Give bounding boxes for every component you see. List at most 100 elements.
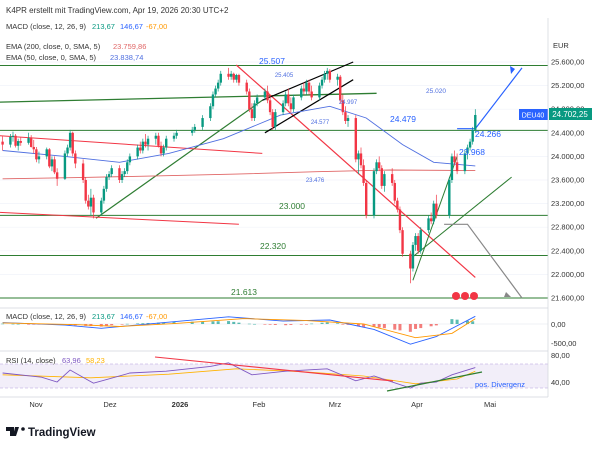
- event-icon-3[interactable]: [470, 292, 478, 300]
- macd-axis-minus500: -500,00: [551, 339, 576, 348]
- macd-histogram-bar: [190, 321, 194, 324]
- ema200-legend-value: 23.759,86: [113, 42, 146, 51]
- candle-body: [159, 145, 163, 154]
- tradingview-logo-text: TradingView: [28, 427, 96, 439]
- small-label-23476: 23.476: [306, 178, 325, 184]
- small-label-24577: 24.577: [311, 120, 330, 126]
- ema50-line: [2, 105, 476, 167]
- candle-body: [268, 100, 272, 113]
- macd-histogram-bar: [268, 324, 272, 325]
- candle-body: [128, 156, 132, 163]
- candle-body: [307, 82, 311, 92]
- macd-histogram-bar: [393, 324, 397, 330]
- candle-body: [320, 79, 324, 86]
- candle-body: [219, 73, 222, 83]
- event-icon-2[interactable]: [461, 292, 469, 300]
- candle-body: [126, 162, 129, 172]
- candle-body: [339, 76, 342, 101]
- candle-body: [50, 159, 54, 167]
- candle-body: [354, 118, 358, 160]
- candle-body: [154, 135, 158, 139]
- candle-body: [71, 132, 74, 154]
- candle-body: [341, 100, 345, 113]
- x-tick-mrz: Mrz: [329, 400, 342, 409]
- candle-body: [359, 153, 363, 166]
- macd-histogram-bar: [419, 324, 423, 329]
- level-label-22320: 22.320: [260, 241, 286, 251]
- candle-body: [471, 129, 474, 142]
- macd-legend-top: MACD (close, 12, 26, 9) 213,67 146,67 -6…: [6, 22, 167, 31]
- candle-body: [120, 174, 124, 180]
- macd-histogram-bar: [455, 319, 459, 324]
- candle-body: [81, 163, 85, 180]
- candle-body: [14, 135, 17, 146]
- y-tick-label: 25.200,00: [551, 81, 584, 90]
- macd-histogram-bar: [216, 321, 220, 324]
- macd-histogram-bar: [201, 321, 205, 324]
- candle-body: [68, 132, 72, 148]
- candle-body: [139, 147, 142, 151]
- level-label-24266: 24.266: [475, 129, 501, 139]
- macd-histogram-bar: [120, 324, 124, 325]
- macd-histogram-bar: [310, 323, 314, 325]
- candle-body: [362, 165, 365, 183]
- candle-body: [468, 141, 472, 148]
- drawn-line: [0, 92, 377, 103]
- candle-body: [474, 114, 477, 130]
- candle-body: [165, 138, 168, 148]
- macd-histogram-bar: [237, 322, 241, 324]
- candle-body: [211, 94, 215, 107]
- macd-histogram-bar: [110, 324, 114, 326]
- candle-body: [326, 70, 329, 74]
- candle-body: [396, 200, 399, 210]
- candle-body: [253, 103, 256, 119]
- projection-arrow-down-icon: [504, 292, 511, 297]
- macd-histogram-bar: [11, 323, 15, 325]
- candle-body: [172, 135, 176, 139]
- candle-body: [245, 82, 248, 92]
- macd-pane[interactable]: [0, 315, 548, 345]
- candle-body: [336, 76, 339, 80]
- candle-body: [398, 209, 402, 231]
- macd-legend-label: MACD (close, 12, 26, 9): [6, 22, 87, 31]
- macd-histogram-bar: [162, 322, 166, 324]
- ema200-line: [2, 169, 476, 180]
- candle-body: [193, 126, 196, 130]
- time-axis[interactable]: Nov Dez 2026 Feb Mrz Apr Mai: [29, 400, 496, 409]
- symbol-tag-box: [519, 109, 548, 120]
- macd-histogram-bar: [341, 324, 345, 325]
- macd-histogram-bar: [304, 324, 308, 325]
- macd-histogram-bar: [377, 324, 381, 328]
- rsi-axis-80: 80,00: [551, 351, 570, 360]
- macd-histogram-bar: [346, 324, 350, 325]
- small-label-24997: 24.997: [339, 100, 358, 106]
- candle-body: [141, 141, 145, 151]
- candle-body: [209, 106, 212, 119]
- projection-arrow-up-icon: [510, 66, 515, 74]
- candle-body: [45, 149, 48, 157]
- macd-histogram-bar: [382, 324, 386, 329]
- symbol-tag: DEU40: [522, 113, 545, 120]
- event-icon-1[interactable]: [452, 292, 460, 300]
- y-tick-label: 24.400,00: [551, 128, 584, 137]
- macd-histogram-bar: [211, 321, 215, 324]
- macd-histogram-bar: [299, 324, 303, 325]
- macd-histogram-bar: [372, 324, 376, 327]
- macd-histogram-bar: [253, 323, 257, 325]
- macd-histogram-bar: [320, 322, 324, 324]
- candle-body: [107, 174, 111, 178]
- macd-legend: MACD (close, 12, 26, 9) 213,67 146,67 -6…: [6, 312, 167, 321]
- candle-body: [305, 82, 308, 92]
- candle-body: [419, 230, 422, 251]
- event-icons[interactable]: [452, 292, 478, 300]
- candle-body: [375, 162, 378, 172]
- macd-pane-value-2: 146,67: [120, 312, 143, 321]
- y-tick-label: 22.800,00: [551, 223, 584, 232]
- candle-body: [84, 180, 87, 201]
- candle-body: [302, 88, 306, 92]
- tradingview-logo: TradingView: [6, 427, 96, 439]
- candle-body: [157, 135, 160, 146]
- small-label-25405: 25.405: [275, 73, 294, 79]
- macd-histogram-bar: [414, 324, 418, 329]
